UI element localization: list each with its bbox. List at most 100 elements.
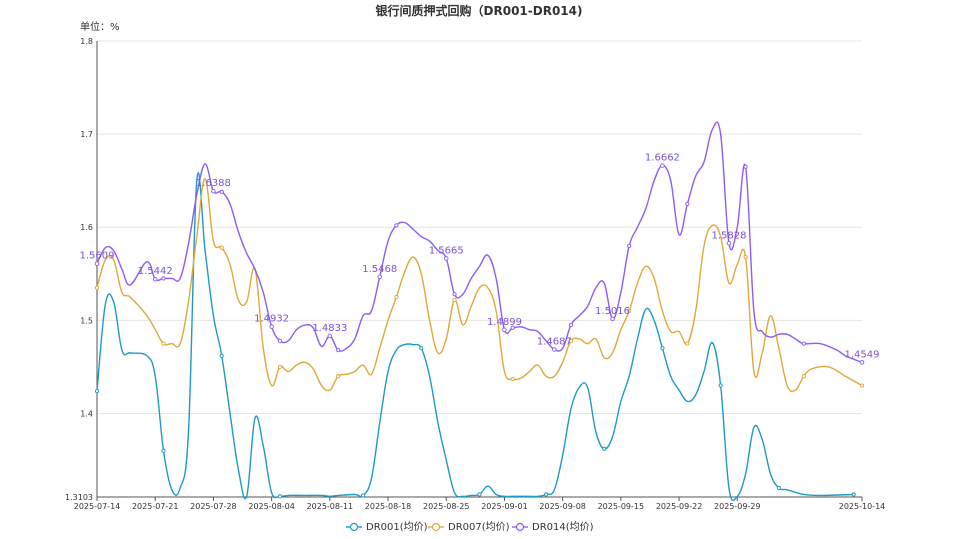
series-point-1 (543, 492, 549, 497)
data-label-point (726, 241, 732, 246)
data-label-point (660, 163, 665, 168)
data-label: 1.5442 (138, 266, 173, 277)
series-point-3 (452, 292, 457, 297)
series-point-2 (394, 295, 399, 300)
series-point-2 (161, 341, 166, 346)
series-point-2 (94, 285, 100, 290)
legend-swatch-marker (349, 522, 359, 532)
data-label: 1.5828 (711, 230, 746, 241)
x-tick-label: 2025-09-22 (656, 502, 703, 511)
unit-label: 单位：% (80, 22, 120, 33)
y-tick-label: 1.4 (80, 409, 93, 418)
data-label-point (502, 327, 507, 333)
data-label: 1.6388 (196, 178, 231, 189)
series-point-2 (336, 374, 341, 379)
x-tick-label: 2025-09-01 (481, 502, 528, 511)
series-line-2 (96, 178, 863, 393)
series-point-3 (627, 243, 632, 248)
axes: 1.3103 1.4 1.5 1.6 1.7 1.8 2025-07-14 2025-07-2… (65, 37, 885, 511)
y-tick-label: 1.3103 (65, 493, 93, 502)
data-label: 1.5609 (80, 251, 115, 262)
data-label: 1.4932 (254, 314, 289, 325)
series-point-2 (685, 341, 690, 346)
series-point-3 (568, 322, 574, 328)
series-point-1 (660, 346, 665, 351)
series-point-1 (419, 346, 424, 351)
series-point-3 (801, 341, 806, 346)
series-point-2 (277, 364, 282, 369)
data-label: 1.4899 (487, 317, 522, 328)
series-point-2 (743, 254, 748, 260)
data-label: 1.5016 (595, 306, 630, 317)
chart-title: 银行间质押式回购（DR001-DR014) (375, 4, 583, 18)
legend-item-2[interactable]: DR007(均价) (428, 521, 510, 533)
legend-label: DR014(均价) (532, 521, 594, 533)
series-point-2 (452, 297, 457, 302)
data-label-point (327, 333, 333, 339)
y-tick-label: 1.8 (80, 37, 93, 46)
legend[interactable]: DR001(均价) DR007(均价) DR014(均价) (346, 521, 594, 533)
series-point-1 (718, 383, 723, 388)
legend-item-1[interactable]: DR001(均价) (346, 521, 428, 533)
series-point-2 (801, 374, 806, 379)
series-lines (94, 121, 865, 502)
data-label-point (269, 324, 274, 329)
legend-item-3[interactable]: DR014(均价) (512, 521, 594, 533)
legend-swatch-marker (431, 522, 441, 532)
series-point-1 (851, 492, 856, 497)
x-tick-label: 2025-08-04 (248, 502, 295, 511)
series-point-1 (776, 485, 781, 491)
y-tick-label: 1.5 (80, 316, 93, 325)
y-tick-label: 1.7 (80, 130, 93, 139)
series-point-2 (859, 383, 865, 388)
data-label: 1.5468 (362, 264, 397, 275)
data-label-point (552, 347, 557, 352)
x-tick-label: 2025-09-08 (539, 502, 586, 511)
x-tick-label: 2025-09-29 (714, 502, 761, 511)
series-point-1 (219, 353, 224, 358)
x-tick-label: 2025-07-28 (190, 502, 237, 511)
series-point-1 (94, 389, 100, 394)
data-label-point (859, 360, 865, 365)
data-label: 1.4549 (845, 349, 880, 360)
y-tick-label: 1.6 (80, 223, 93, 232)
x-tick-label: 2025-10-14 (839, 502, 886, 511)
data-label: 1.4833 (312, 323, 347, 334)
series-point-3 (161, 276, 166, 281)
series-point-3 (219, 189, 224, 194)
x-tick-label: 2025-09-15 (598, 502, 645, 511)
x-tick-label: 2025-07-21 (132, 502, 179, 511)
series-point-3 (743, 164, 748, 169)
legend-label: DR001(均价) (366, 521, 428, 533)
series-point-2 (219, 245, 224, 250)
series-point-1 (602, 446, 607, 451)
series-point-3 (277, 338, 282, 343)
legend-label: DR007(均价) (448, 521, 510, 533)
series-point-2 (510, 376, 515, 382)
series-point-3 (510, 325, 515, 330)
series-point-3 (394, 223, 399, 228)
data-labels: 1.5609 1.5442 1.6388 1.4932 1.4833 1.5468 1.56… (80, 153, 880, 365)
series-point-1 (161, 448, 166, 453)
legend-swatch-marker (515, 522, 525, 532)
series-point-2 (627, 308, 632, 314)
series-point-3 (685, 201, 690, 207)
series-line-3 (96, 121, 863, 364)
x-tick-label: 2025-07-14 (74, 502, 121, 511)
series-point-2 (568, 338, 574, 343)
series-point-1 (361, 493, 366, 498)
series-point-3 (336, 348, 341, 353)
series-point-1 (277, 494, 282, 499)
data-label-point (152, 276, 158, 282)
x-tick-label: 2025-08-11 (307, 502, 354, 511)
series-point-1 (477, 492, 482, 497)
data-label-point (94, 261, 100, 266)
data-label-point (443, 256, 449, 261)
x-tick-label: 2025-08-18 (365, 502, 412, 511)
data-label: 1.6662 (645, 153, 680, 164)
data-label-point (610, 316, 615, 322)
x-tick-label: 2025-08-25 (423, 502, 470, 511)
data-label-point (211, 188, 216, 194)
data-label-point (377, 274, 382, 280)
